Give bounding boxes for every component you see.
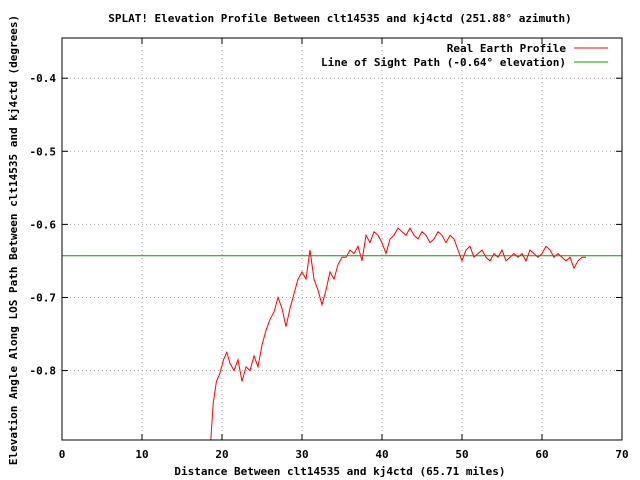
axes: 0 10 20 30 40 50 60 70 -0.4 -0.5 -0.6 -0.7 -0.8 xyxy=(30,38,629,461)
chart-title: SPLAT! Elevation Profile Between clt1453… xyxy=(108,12,572,25)
plot-frame xyxy=(61,37,623,441)
y-tick-label: -0.5 xyxy=(30,145,57,158)
x-tick-label: 0 xyxy=(59,448,66,461)
y-tick-label: -0.4 xyxy=(30,72,57,85)
x-tick-label: 50 xyxy=(455,448,468,461)
legend-label: Line of Sight Path (-0.64° elevation) xyxy=(321,56,566,69)
legend-label: Real Earth Profile xyxy=(447,42,567,55)
x-tick-label: 60 xyxy=(535,448,548,461)
real-earth-profile-line xyxy=(210,226,586,441)
y-tick-label: -0.6 xyxy=(30,218,57,231)
grid-lines xyxy=(62,38,622,440)
y-tick-label: -0.8 xyxy=(30,365,57,378)
x-tick-label: 30 xyxy=(295,448,308,461)
x-tick-label: 10 xyxy=(135,448,148,461)
x-tick-label: 70 xyxy=(615,448,628,461)
plot-series xyxy=(62,226,622,441)
x-axis-label: Distance Between clt14535 and kj4ctd (65… xyxy=(174,465,505,478)
y-axis-label: Elevation Angle Along LOS Path Between c… xyxy=(7,15,20,465)
x-tick-label: 40 xyxy=(375,448,388,461)
y-tick-label: -0.7 xyxy=(30,291,57,304)
x-tick-label: 20 xyxy=(215,448,228,461)
